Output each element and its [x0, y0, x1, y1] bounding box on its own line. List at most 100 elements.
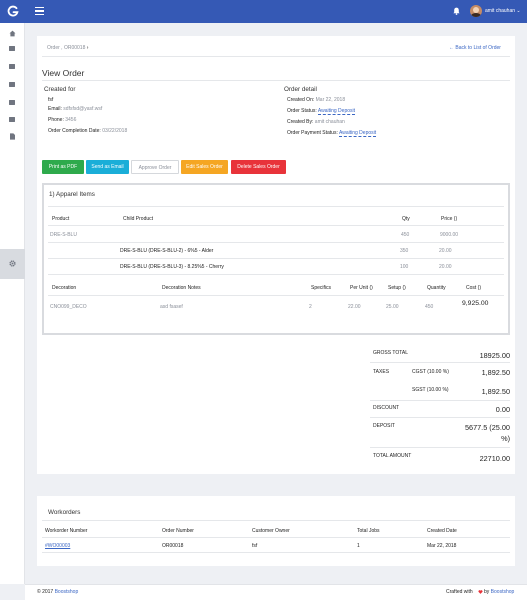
workorder-date: Mar 22, 2018 [427, 543, 457, 549]
total-amount-value: 22710.00 [479, 454, 510, 463]
divider [48, 258, 504, 259]
divider [42, 80, 510, 81]
avatar[interactable] [470, 5, 482, 17]
col-customer-owner: Customer Owner [252, 528, 290, 534]
email-value: sdfsfsd@yasf.wsf [63, 106, 103, 112]
deposit-label: DEPOSIT [373, 423, 395, 429]
documents-icon[interactable] [9, 133, 16, 140]
order-detail-heading: Order detail [284, 86, 317, 93]
completion-date: Order Completion Date: 03/22/2018 [48, 128, 127, 134]
back-to-list-link[interactable]: ← Back to List of Order [449, 45, 501, 51]
payment-status: Order Payment Status: Awaiting Deposit [287, 130, 377, 137]
col-child-product: Child Product [123, 216, 154, 222]
send-email-button[interactable]: Send as Email [86, 160, 129, 174]
gross-total-value: 18925.00 [479, 351, 510, 360]
gross-total-label: GROSS TOTAL [373, 350, 409, 356]
col-product: Product [52, 216, 70, 222]
divider [48, 242, 504, 243]
app-logo-icon[interactable] [7, 5, 19, 17]
crafted-by-text: by [484, 589, 490, 595]
heart-icon [478, 590, 483, 594]
deco-quantity: 450 [425, 304, 434, 310]
copyright-prefix: © 2017 [37, 589, 54, 595]
row-qty: 350 [400, 248, 409, 254]
cgst-label: CGST (10.00 %) [412, 369, 449, 375]
apparel-items-section [42, 183, 510, 335]
created-on: Created On: Mar 22, 2018 [287, 97, 345, 103]
row-qty: 100 [400, 264, 409, 270]
crafted-by: by Boostshop [484, 589, 514, 595]
workorder-jobs: 1 [357, 543, 360, 549]
section-title: 1) Apparel Items [49, 191, 95, 198]
chevron-right-icon: › [86, 45, 89, 51]
deposit-value-percent: %) [501, 434, 510, 443]
divider [48, 295, 504, 296]
user-menu[interactable]: amit chauhan ⌄ [485, 8, 521, 14]
col-decoration-notes: Decoration Notes [162, 285, 201, 291]
row-price: 20.00 [439, 248, 452, 254]
workorders-card [37, 496, 515, 566]
divider [42, 537, 510, 538]
deco-cost: 9,925.00 [462, 300, 489, 307]
edit-sales-order-button[interactable]: Edit Sales Order [181, 160, 228, 174]
discount-label: DISCOUNT [373, 405, 400, 411]
phone-label: Phone: [48, 117, 64, 123]
row-price: 20.00 [439, 264, 452, 270]
order-status-value[interactable]: Awaiting Deposit [317, 108, 356, 115]
divider [48, 225, 504, 226]
gear-icon [9, 260, 16, 267]
payment-status-value[interactable]: Awaiting Deposit [338, 130, 377, 137]
completion-value: 03/22/2018 [102, 128, 128, 134]
total-amount-label: TOTAL AMOUNT [373, 453, 412, 459]
user-name: amit chauhan [485, 8, 516, 14]
table-row: CNO099_DECO [50, 304, 87, 310]
col-price: Price () [441, 216, 458, 222]
customers-icon[interactable] [9, 81, 16, 88]
workorder-link[interactable]: #WO00003 [45, 543, 71, 549]
sidebar [0, 23, 25, 584]
crafted-brand-link[interactable]: Boostshop [490, 589, 515, 595]
breadcrumb-text[interactable]: Order , OR00018 [47, 45, 86, 51]
print-pdf-button[interactable]: Print as PDF [42, 160, 84, 174]
copyright-brand-link[interactable]: Boostshop [54, 589, 79, 595]
discount-value: 0.00 [495, 405, 510, 414]
menu-toggle-icon[interactable] [35, 7, 44, 16]
reports-icon[interactable] [9, 116, 16, 123]
deco-notes: asd fsasef [160, 304, 183, 310]
col-total-jobs: Total Jobs [357, 528, 380, 534]
products-icon[interactable] [9, 63, 16, 70]
col-created-date: Created Date [427, 528, 457, 534]
completion-label: Order Completion Date: [48, 128, 101, 134]
inventory-icon[interactable] [9, 99, 16, 106]
row-qty: 450 [401, 232, 410, 238]
order-status-label: Order Status: [287, 108, 317, 114]
delete-sales-order-button[interactable]: Delete Sales Order [231, 160, 286, 174]
deco-specifics: 2 [309, 304, 312, 310]
bell-icon[interactable] [453, 7, 460, 15]
table-row: DRE-S-BLU [50, 232, 77, 238]
deco-setup: 25.00 [386, 304, 399, 310]
divider [42, 56, 510, 57]
crafted-prefix: Crafted with [446, 589, 473, 595]
email-label: Email: [48, 106, 62, 112]
approve-order-button[interactable]: Approve Order [131, 160, 179, 174]
sidebar-item-settings[interactable] [0, 249, 25, 279]
divider [370, 447, 510, 448]
col-decoration: Decoration [52, 285, 77, 291]
sgst-label: SGST (10.00 %) [412, 387, 449, 393]
table-row: OR00018 [162, 543, 184, 549]
customer-phone: Phone: 3456 [48, 117, 76, 123]
page-title: View Order [42, 68, 85, 78]
copyright: © 2017 Boostshop [37, 589, 78, 595]
sgst-value: 1,892.50 [481, 387, 510, 396]
deposit-value: 5677.5 (25.00 [464, 423, 510, 432]
created-on-value: Mar 22, 2018 [315, 97, 346, 103]
cgst-value: 1,892.50 [481, 368, 510, 377]
breadcrumb: Order , OR00018 › [47, 45, 88, 51]
col-setup: Setup () [388, 285, 406, 291]
orders-icon[interactable] [9, 45, 16, 52]
col-workorder-number: Workorder Number [45, 528, 88, 534]
home-icon[interactable] [9, 30, 16, 37]
created-on-label: Created On: [287, 97, 315, 103]
chevron-down-icon: ⌄ [516, 8, 521, 14]
